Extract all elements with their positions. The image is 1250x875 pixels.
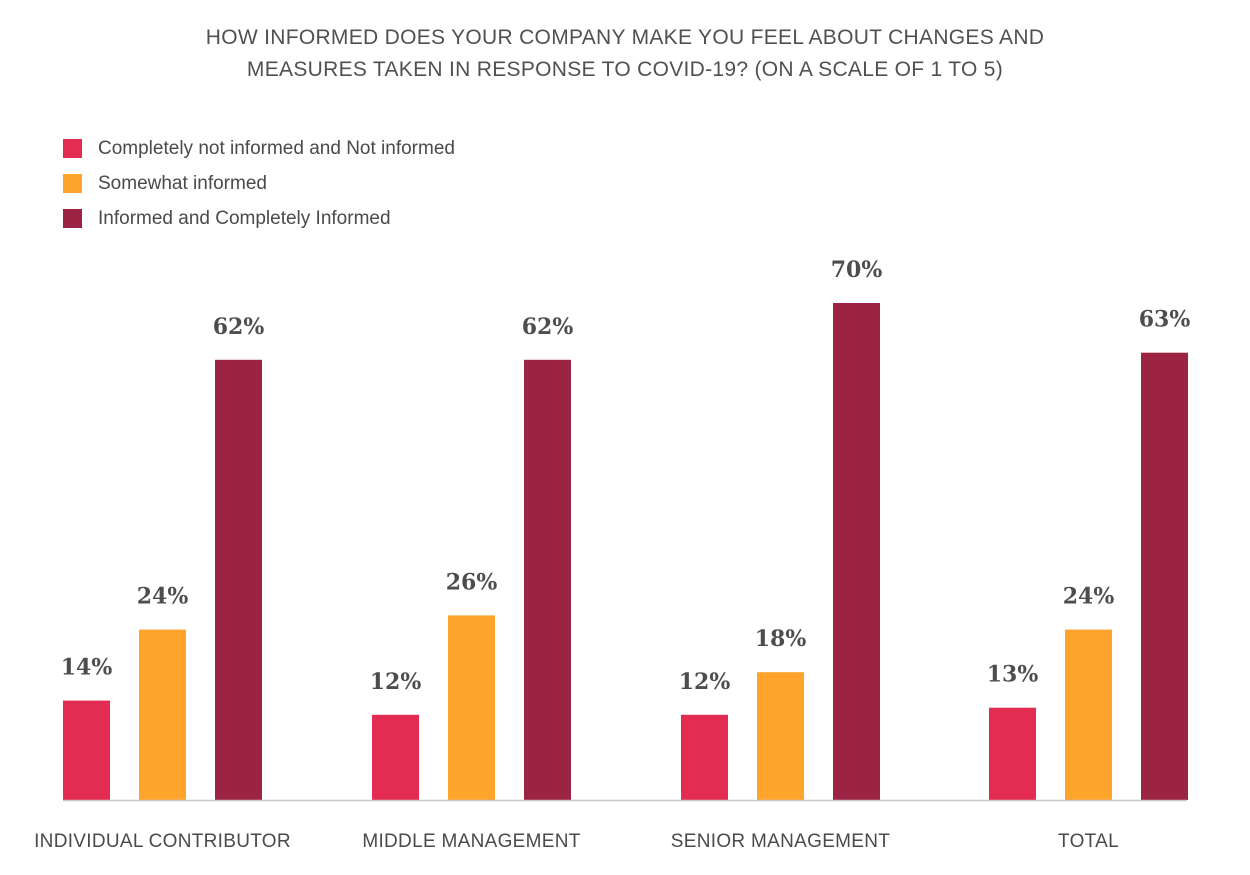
category-label-middle-management: MIDDLE MANAGEMENT xyxy=(362,831,580,852)
value-label-middle-management-series-2: 26% xyxy=(446,569,498,595)
legend-swatch-informed xyxy=(63,209,82,228)
value-label-individual-contributor-series-2: 24% xyxy=(137,584,189,610)
bar-senior-management-series-3 xyxy=(833,303,880,800)
legend-item-informed: Informed and Completely Informed xyxy=(63,201,455,236)
chart-title-line-2: MEASURES TAKEN IN RESPONSE TO COVID-19? … xyxy=(246,58,1004,81)
legend-label-somewhat-informed: Somewhat informed xyxy=(98,172,267,194)
bar-senior-management-series-2 xyxy=(757,672,804,800)
legend-label-not-informed: Completely not informed and Not informed xyxy=(98,137,455,159)
value-label-total-series-1: 13% xyxy=(987,662,1039,688)
legend-item-not-informed: Completely not informed and Not informed xyxy=(63,131,455,166)
value-label-middle-management-series-3: 62% xyxy=(522,314,574,340)
value-label-total-series-3: 63% xyxy=(1139,307,1191,333)
value-label-individual-contributor-series-1: 14% xyxy=(61,655,113,681)
bar-senior-management-series-1 xyxy=(681,714,728,800)
bar-middle-management-series-3 xyxy=(524,359,571,800)
value-label-senior-management-series-3: 70% xyxy=(831,257,883,283)
value-label-individual-contributor-series-3: 62% xyxy=(213,314,265,340)
bar-total-series-3 xyxy=(1141,352,1188,800)
bar-individual-contributor-series-3 xyxy=(215,359,262,800)
category-label-senior-management: SENIOR MANAGEMENT xyxy=(671,831,890,852)
legend-swatch-not-informed xyxy=(63,139,82,158)
chart-title-line-1: HOW INFORMED DOES YOUR COMPANY MAKE YOU … xyxy=(205,26,1045,49)
value-label-senior-management-series-2: 18% xyxy=(755,626,807,652)
value-label-senior-management-series-1: 12% xyxy=(679,669,731,695)
bar-individual-contributor-series-2 xyxy=(139,629,186,800)
legend-label-informed: Informed and Completely Informed xyxy=(98,207,391,229)
category-label-total: TOTAL xyxy=(1058,831,1119,852)
legend-swatch-somewhat-informed xyxy=(63,174,82,193)
bar-individual-contributor-series-1 xyxy=(63,700,110,800)
chart-title: HOW INFORMED DOES YOUR COMPANY MAKE YOU … xyxy=(0,22,1250,86)
legend: Completely not informed and Not informed… xyxy=(63,131,455,236)
category-label-individual-contributor: INDIVIDUAL CONTRIBUTOR xyxy=(34,831,291,852)
bar-middle-management-series-1 xyxy=(372,714,419,800)
legend-item-somewhat-informed: Somewhat informed xyxy=(63,166,455,201)
value-label-total-series-2: 24% xyxy=(1063,584,1115,610)
bar-total-series-2 xyxy=(1065,629,1112,800)
value-label-middle-management-series-1: 12% xyxy=(370,669,422,695)
bar-middle-management-series-2 xyxy=(448,615,495,800)
bar-total-series-1 xyxy=(989,707,1036,800)
